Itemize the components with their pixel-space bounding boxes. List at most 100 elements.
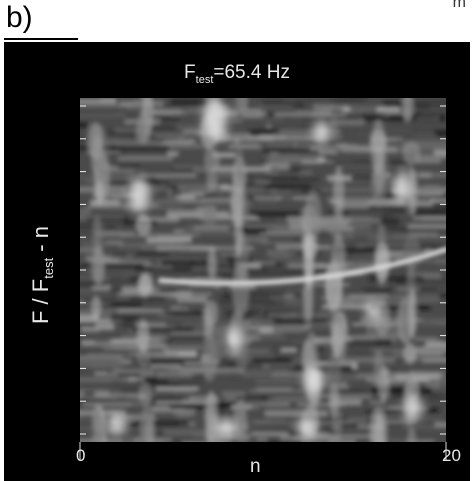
noise-streak: [92, 365, 107, 370]
noise-streak: [265, 139, 310, 143]
noise-streak: [406, 99, 446, 106]
noise-streak: [343, 142, 389, 145]
texture-column: [91, 296, 101, 320]
noise-streak: [103, 175, 133, 181]
noise-streak: [264, 410, 328, 417]
noise-streak: [80, 114, 125, 117]
noise-streak: [85, 178, 102, 184]
texture-column: [408, 288, 417, 339]
noise-streak: [256, 179, 272, 184]
noise-streak: [426, 408, 439, 413]
noise-streak: [307, 222, 348, 226]
noise-streak: [311, 432, 375, 438]
noise-streak: [209, 133, 270, 140]
noise-streak: [121, 321, 143, 328]
noise-streak: [417, 170, 431, 175]
noise-streak: [382, 112, 410, 116]
noise-streak: [114, 128, 143, 132]
noise-streak: [136, 251, 170, 256]
spectrogram-figure: Ftest=65.4 Hz F / Ftest - n n 0 20: [4, 42, 470, 481]
noise-streak: [334, 264, 381, 268]
noise-streak: [80, 236, 125, 241]
bright-spot: [304, 366, 325, 395]
noise-streak: [88, 392, 146, 400]
texture-column: [203, 300, 219, 326]
noise-streak: [80, 410, 120, 416]
noise-streak: [131, 326, 194, 332]
noise-streak: [189, 395, 219, 402]
noise-streak: [339, 197, 384, 203]
noise-streak: [251, 432, 289, 436]
noise-streak: [170, 241, 185, 247]
noise-streak: [167, 207, 210, 211]
noise-streak: [363, 288, 392, 295]
noise-streak: [256, 441, 302, 442]
noise-streak: [392, 188, 446, 193]
texture-column: [235, 398, 248, 442]
noise-streak: [418, 351, 444, 356]
noise-streak: [232, 226, 267, 233]
texture-column: [204, 139, 213, 182]
noise-streak: [166, 211, 230, 219]
noise-streak: [330, 389, 374, 393]
noise-streak: [80, 357, 124, 362]
noise-streak: [330, 212, 383, 217]
noise-streak: [302, 188, 335, 195]
noise-streak: [413, 210, 446, 217]
noise-streak: [100, 98, 117, 102]
noise-streak: [240, 351, 296, 356]
noise-streak: [353, 352, 412, 355]
noise-streak: [241, 263, 261, 269]
noise-streak: [146, 349, 164, 353]
noise-streak: [80, 323, 96, 327]
noise-streak: [319, 150, 338, 155]
noise-streak: [156, 387, 199, 391]
chart-title: Ftest=65.4 Hz: [184, 62, 290, 86]
noise-streak: [301, 160, 334, 164]
noise-streak: [301, 116, 347, 121]
texture-column: [327, 351, 341, 390]
texture-column: [95, 180, 104, 206]
noise-streak: [84, 390, 95, 397]
noise-streak: [80, 313, 99, 320]
noise-streak: [434, 130, 446, 137]
noise-streak: [152, 404, 186, 411]
noise-streak: [266, 183, 312, 189]
noise-streak: [80, 329, 100, 333]
noise-streak: [177, 285, 215, 292]
noise-streak: [408, 232, 439, 237]
noise-streak: [301, 165, 314, 168]
noise-streak: [143, 401, 156, 405]
noise-streak: [324, 375, 388, 380]
texture-column: [135, 214, 151, 236]
noise-streak: [368, 206, 406, 212]
noise-streak: [418, 173, 431, 178]
noise-streak: [330, 399, 362, 406]
noise-streak: [83, 341, 129, 348]
noise-streak: [140, 359, 202, 363]
noise-streak: [101, 163, 118, 170]
noise-streak: [265, 178, 320, 182]
texture-column: [230, 172, 245, 224]
noise-streak: [408, 397, 446, 402]
corner-text: m: [452, 0, 466, 11]
bright-spot: [203, 98, 228, 141]
noise-streak: [288, 440, 335, 442]
noise-layer: [80, 98, 446, 442]
noise-streak: [159, 287, 177, 293]
texture-column: [139, 272, 153, 293]
noise-streak: [249, 211, 312, 218]
noise-streak: [204, 200, 253, 207]
frequency-ridge: [158, 246, 446, 286]
noise-streak: [142, 132, 197, 137]
texture-column: [233, 98, 247, 116]
noise-streak: [119, 358, 132, 365]
noise-streak: [412, 216, 446, 221]
noise-streak: [145, 382, 180, 386]
noise-streak: [371, 387, 432, 394]
noise-streak: [104, 181, 120, 189]
noise-streak: [80, 282, 105, 287]
noise-streak: [80, 275, 129, 281]
noise-streak: [199, 371, 247, 375]
texture-column: [377, 223, 386, 252]
